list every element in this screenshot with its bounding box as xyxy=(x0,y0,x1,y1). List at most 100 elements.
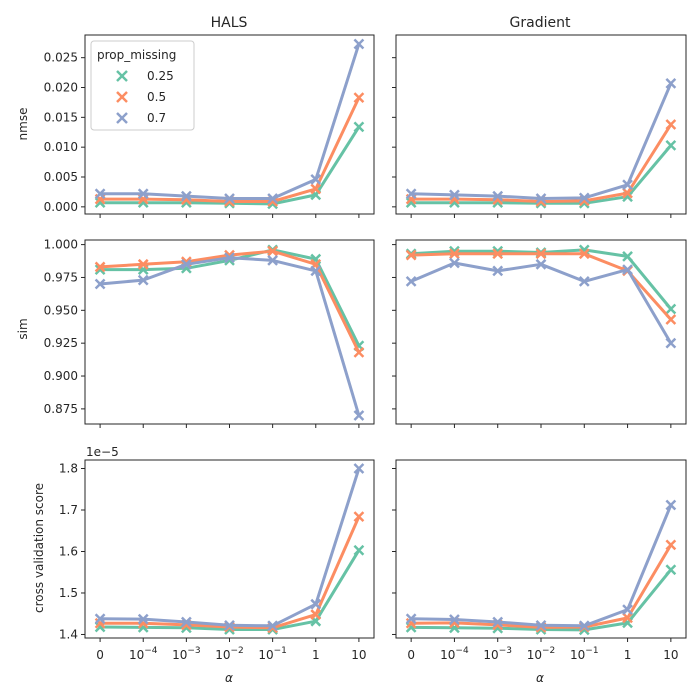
data-point xyxy=(665,337,677,349)
data-point xyxy=(622,612,633,624)
y-tick-label: 1.000 xyxy=(44,238,78,252)
ylabel-cross-validation-score: cross validation score xyxy=(32,483,46,613)
legend-label-0.25: 0.25 xyxy=(147,69,174,83)
data-point-stroke xyxy=(224,619,235,631)
data-point-stroke xyxy=(180,616,192,628)
data-point-stroke xyxy=(622,179,633,191)
data-point xyxy=(353,410,365,421)
data-point xyxy=(267,254,279,266)
legend-items: 0.25 0.5 0.7 xyxy=(116,69,174,125)
data-point-stroke xyxy=(622,191,633,203)
data-point xyxy=(449,614,460,625)
data-point xyxy=(492,265,504,277)
legend-marker xyxy=(116,112,128,124)
data-point xyxy=(492,248,504,260)
data-point xyxy=(224,252,235,264)
data-point xyxy=(353,346,365,358)
data-point-stroke xyxy=(267,254,279,266)
y-tick-label: 0.010 xyxy=(44,140,78,154)
data-point xyxy=(137,274,149,286)
legend-title: prop_missing xyxy=(97,48,176,62)
data-point-stroke xyxy=(353,463,365,474)
y-tick-label: 0.900 xyxy=(44,369,78,383)
data-point xyxy=(665,499,677,511)
data-point-stroke xyxy=(665,564,677,576)
data-point xyxy=(492,616,504,628)
data-point-stroke xyxy=(665,337,677,349)
data-point xyxy=(405,276,417,287)
data-point-stroke xyxy=(405,249,417,261)
x-tick-label: 10 xyxy=(663,648,678,662)
data-point-stroke xyxy=(535,258,547,270)
ylabel-nmse: nmse xyxy=(16,108,30,141)
x-tick-label: 1 xyxy=(624,648,632,662)
y-tick-label: 0.005 xyxy=(44,170,78,184)
data-point-stroke xyxy=(535,619,547,631)
panel-hals-nmse: 0.000 0.005 0.010 0.015 0.020 0.025 xyxy=(44,34,375,218)
data-point-stroke xyxy=(665,539,677,551)
panel-gradient-nmse xyxy=(392,34,687,218)
data-point xyxy=(267,193,279,204)
y-tick-label: 0.950 xyxy=(44,303,78,317)
data-point xyxy=(449,189,460,201)
data-point-stroke xyxy=(137,274,149,286)
x-tick-label: 10−1 xyxy=(570,646,599,662)
y-tick-label: 1.7 xyxy=(59,503,78,517)
data-point xyxy=(405,249,417,261)
data-point-stroke xyxy=(180,190,192,202)
y-tick-label: 0.025 xyxy=(44,51,78,65)
data-point-stroke xyxy=(665,314,677,325)
legend-marker xyxy=(116,91,128,103)
data-point xyxy=(353,121,365,133)
data-point-stroke xyxy=(578,192,590,204)
data-point-stroke xyxy=(665,303,677,315)
axes-frame xyxy=(84,239,375,425)
plot-grid: 0.000 0.005 0.010 0.015 0.020 0.025 0.875 0.900… xyxy=(44,34,687,662)
y-tick-label: 1.4 xyxy=(59,627,78,641)
data-point-stroke xyxy=(310,174,322,185)
data-point-stroke xyxy=(622,264,633,275)
x-tick-label: 10 xyxy=(351,648,366,662)
data-point xyxy=(405,613,417,625)
x-tick-label: 10−2 xyxy=(527,646,556,662)
data-point xyxy=(310,609,322,620)
x-tick-label: 0 xyxy=(407,648,415,662)
data-point-stroke xyxy=(665,77,677,89)
panel-hals-sim: 0.875 0.900 0.925 0.950 0.975 1.000 xyxy=(44,238,375,428)
y-tick-label: 0.975 xyxy=(44,270,78,284)
data-point xyxy=(535,193,547,204)
data-point xyxy=(535,619,547,631)
data-point xyxy=(665,539,677,551)
x-tick-label: 0 xyxy=(96,648,104,662)
data-point-stroke xyxy=(267,193,279,204)
data-point xyxy=(353,463,365,474)
data-point-stroke xyxy=(492,248,504,260)
data-point xyxy=(578,620,590,632)
column-title-hals: HALS xyxy=(211,15,248,31)
panel-gradient-cross-validation-score: 0 10−4 10−3 10−2 10−1 1 10 xyxy=(392,459,687,662)
data-point-stroke xyxy=(405,188,417,200)
data-point-stroke xyxy=(665,119,677,130)
data-point-stroke xyxy=(94,261,106,273)
data-point xyxy=(622,187,633,199)
data-point-stroke xyxy=(622,251,633,262)
data-point xyxy=(310,183,322,195)
data-point-stroke xyxy=(310,265,322,277)
data-point-stroke xyxy=(353,121,365,133)
data-point xyxy=(622,604,633,615)
data-point-stroke xyxy=(310,598,322,610)
axes-frame xyxy=(395,459,687,639)
data-point xyxy=(622,179,633,191)
data-point-stroke xyxy=(578,248,590,260)
data-point-stroke xyxy=(449,248,460,260)
x-tick-label: 10−3 xyxy=(483,646,512,662)
xlabel-hals: α xyxy=(225,671,233,685)
legend-label-0.5: 0.5 xyxy=(147,90,166,104)
y-tick-label: 0.875 xyxy=(44,402,78,416)
xlabel-gradient: α xyxy=(536,671,544,685)
y-tick-label: 0.015 xyxy=(44,110,78,124)
data-point xyxy=(310,598,322,610)
data-point-stroke xyxy=(353,38,365,50)
data-point-stroke xyxy=(353,544,365,556)
